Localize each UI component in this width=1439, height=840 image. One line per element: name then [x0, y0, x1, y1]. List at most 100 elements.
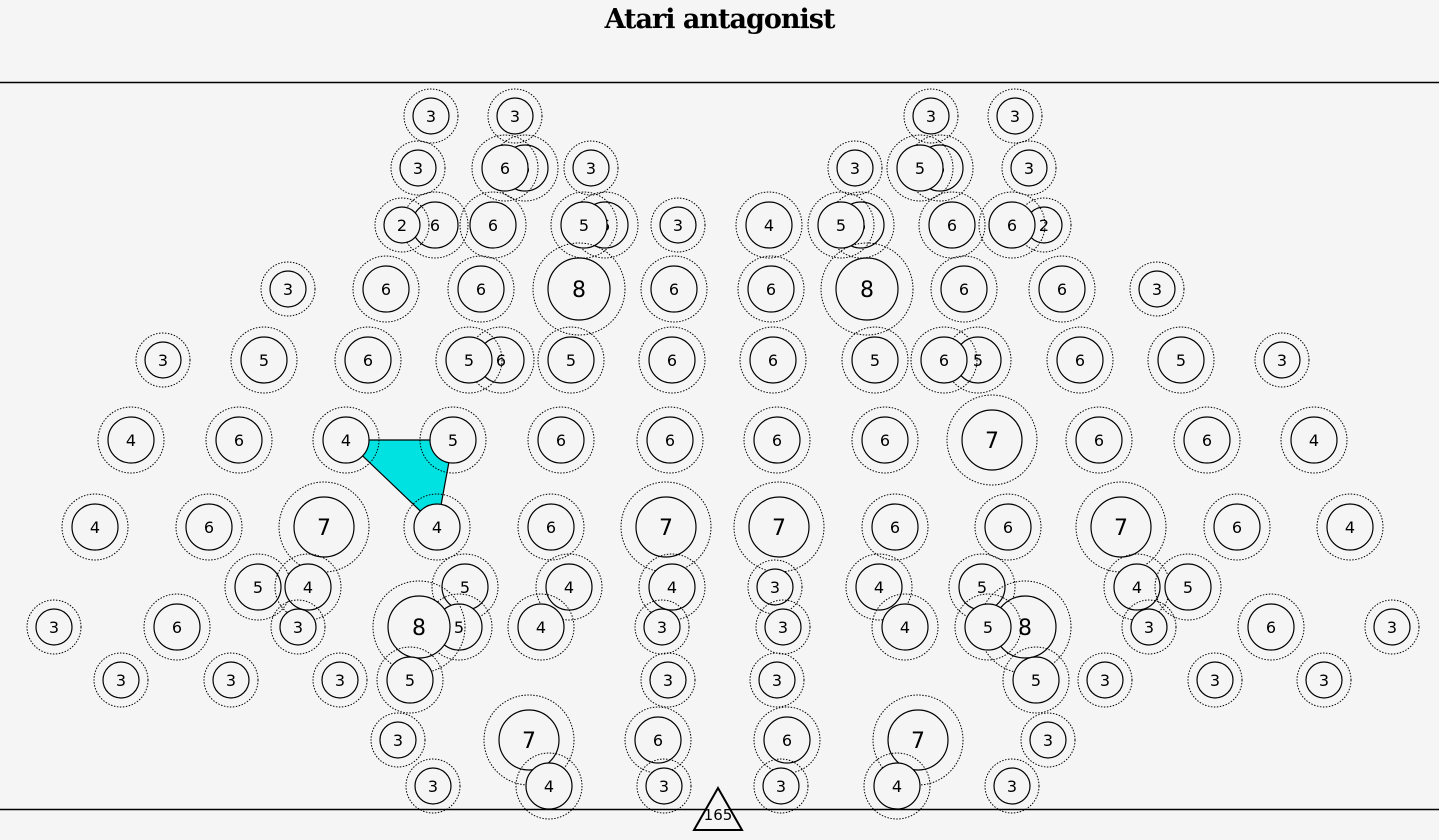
node-4[interactable]: 4 [863, 752, 931, 820]
node-5[interactable]: 5 [807, 191, 875, 259]
node-6[interactable]: 6 [974, 493, 1042, 561]
node-3[interactable]: 3 [260, 261, 316, 317]
node-5[interactable]: 5 [419, 406, 487, 474]
node-3[interactable]: 3 [405, 758, 461, 814]
node-5[interactable]: 5 [1147, 326, 1215, 394]
node-7[interactable]: 7 [483, 694, 575, 786]
node-4[interactable]: 4 [515, 752, 583, 820]
node-5[interactable]: 5 [841, 326, 909, 394]
node-3[interactable]: 3 [1129, 261, 1185, 317]
node-5[interactable]: 5 [1154, 553, 1222, 621]
node-6[interactable]: 6 [930, 255, 998, 323]
node-6[interactable]: 6 [175, 493, 243, 561]
node-7[interactable]: 7 [946, 394, 1038, 486]
node-7[interactable]: 7 [733, 481, 825, 573]
node-6[interactable]: 6 [640, 255, 708, 323]
node-6[interactable]: 6 [527, 406, 595, 474]
node-6[interactable]: 6 [851, 406, 919, 474]
node-3[interactable]: 3 [1020, 712, 1076, 768]
node-6[interactable]: 6 [737, 255, 805, 323]
node-3[interactable]: 3 [903, 88, 959, 144]
node-6[interactable]: 6 [352, 255, 420, 323]
node-6[interactable]: 6 [447, 255, 515, 323]
node-4[interactable]: 4 [1316, 493, 1384, 561]
node-4[interactable]: 4 [97, 406, 165, 474]
node-6[interactable]: 6 [978, 191, 1046, 259]
node-5[interactable]: 5 [537, 326, 605, 394]
node-3[interactable]: 3 [1254, 332, 1310, 388]
node-3[interactable]: 3 [987, 88, 1043, 144]
node-3[interactable]: 3 [563, 140, 619, 196]
node-5[interactable]: 5 [954, 593, 1022, 661]
node-3[interactable]: 3 [636, 758, 692, 814]
node-6[interactable]: 6 [739, 326, 807, 394]
node-6[interactable]: 6 [1046, 326, 1114, 394]
node-4[interactable]: 4 [403, 493, 471, 561]
node-3[interactable]: 3 [1364, 599, 1420, 655]
node-3[interactable]: 3 [203, 652, 259, 708]
node-6[interactable]: 6 [861, 493, 929, 561]
node-3[interactable]: 3 [312, 652, 368, 708]
node-7[interactable]: 7 [1075, 481, 1167, 573]
node-8[interactable]: 8 [372, 580, 466, 674]
node-4[interactable]: 4 [312, 406, 380, 474]
node-4[interactable]: 4 [61, 493, 129, 561]
node-6[interactable]: 6 [334, 326, 402, 394]
node-6[interactable]: 6 [205, 406, 273, 474]
node-3[interactable]: 3 [370, 712, 426, 768]
node-4[interactable]: 4 [638, 553, 706, 621]
node-3[interactable]: 3 [747, 559, 803, 615]
node-7[interactable]: 7 [278, 481, 370, 573]
node-6[interactable]: 6 [1237, 593, 1305, 661]
node-3[interactable]: 3 [984, 758, 1040, 814]
node-3[interactable]: 3 [403, 88, 459, 144]
node-4[interactable]: 4 [1103, 553, 1171, 621]
node-3[interactable]: 3 [26, 599, 82, 655]
node-6[interactable]: 6 [624, 706, 692, 774]
node-3[interactable]: 3 [650, 197, 706, 253]
node-3[interactable]: 3 [755, 599, 811, 655]
node-6[interactable]: 6 [143, 593, 211, 661]
node-7[interactable]: 7 [872, 694, 964, 786]
node-2[interactable]: 2 [374, 197, 430, 253]
node-5[interactable]: 5 [550, 191, 618, 259]
node-3[interactable]: 3 [93, 652, 149, 708]
node-6[interactable]: 6 [1173, 406, 1241, 474]
node-6[interactable]: 6 [753, 706, 821, 774]
node-8[interactable]: 8 [532, 242, 626, 336]
node-3[interactable]: 3 [1187, 652, 1243, 708]
node-6[interactable]: 6 [743, 406, 811, 474]
node-6[interactable]: 6 [638, 326, 706, 394]
node-5[interactable]: 5 [435, 326, 503, 394]
node-5[interactable]: 5 [376, 646, 444, 714]
node-3[interactable]: 3 [390, 140, 446, 196]
node-7[interactable]: 7 [620, 481, 712, 573]
node-3[interactable]: 3 [827, 140, 883, 196]
node-4[interactable]: 4 [507, 593, 575, 661]
node-3[interactable]: 3 [749, 652, 805, 708]
node-6[interactable]: 6 [1028, 255, 1096, 323]
node-3[interactable]: 3 [1001, 140, 1057, 196]
node-4[interactable]: 4 [1280, 406, 1348, 474]
node-8[interactable]: 8 [820, 242, 914, 336]
node-3[interactable]: 3 [753, 758, 809, 814]
node-6[interactable]: 6 [910, 326, 978, 394]
node-6[interactable]: 6 [471, 134, 539, 202]
node-5[interactable]: 5 [1002, 646, 1070, 714]
node-3[interactable]: 3 [135, 332, 191, 388]
node-3[interactable]: 3 [640, 652, 696, 708]
node-3[interactable]: 3 [1121, 599, 1177, 655]
node-6[interactable]: 6 [918, 191, 986, 259]
node-3[interactable]: 3 [487, 88, 543, 144]
node-6[interactable]: 6 [517, 493, 585, 561]
node-3[interactable]: 3 [1077, 652, 1133, 708]
node-3[interactable]: 3 [270, 599, 326, 655]
node-4[interactable]: 4 [871, 593, 939, 661]
node-6[interactable]: 6 [1203, 493, 1271, 561]
node-6[interactable]: 6 [1065, 406, 1133, 474]
node-4[interactable]: 4 [735, 191, 803, 259]
node-6[interactable]: 6 [459, 191, 527, 259]
node-5[interactable]: 5 [224, 553, 292, 621]
node-5[interactable]: 5 [886, 134, 954, 202]
